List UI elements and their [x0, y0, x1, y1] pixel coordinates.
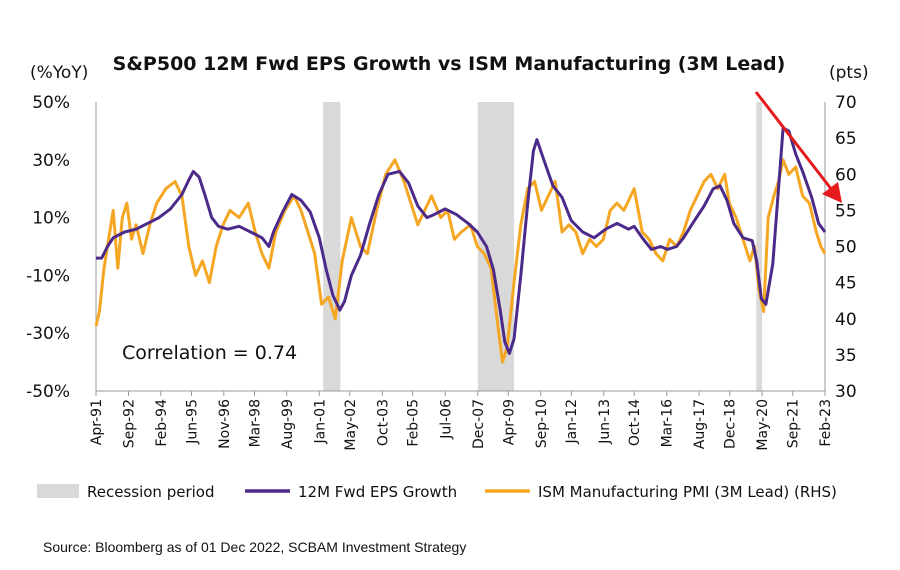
- left-tick-label: -10%: [26, 266, 70, 286]
- legend: Recession period 12M Fwd EPS Growth ISM …: [37, 483, 837, 501]
- x-tick-label: Dec-18: [723, 399, 739, 449]
- recession-band-1: [323, 102, 341, 391]
- right-tick-label: 35: [835, 346, 857, 366]
- x-tick-label: Dec-07: [471, 399, 487, 449]
- right-tick-label: 50: [835, 238, 857, 258]
- left-tick-label: -50%: [26, 382, 70, 402]
- x-tick-label: Aug-99: [280, 399, 296, 449]
- left-tick-label: 30%: [32, 151, 70, 171]
- eps-growth-line: [96, 126, 827, 355]
- right-axis-unit: (pts): [829, 63, 869, 83]
- left-axis-ticks: 50% 30% 10% -10% -30% -50%: [26, 93, 70, 402]
- x-tick-label: Oct-14: [627, 399, 643, 446]
- right-tick-label: 55: [835, 201, 857, 221]
- left-tick-label: -30%: [26, 324, 70, 344]
- x-tick-label: May-02: [343, 399, 359, 451]
- x-tick-label: Sep-21: [786, 399, 802, 448]
- x-tick-label: Feb-05: [406, 399, 422, 447]
- x-tick-label: Feb-23: [818, 399, 834, 447]
- x-tick-label: Apr-91: [89, 399, 105, 445]
- x-tick-label: Sep-92: [122, 399, 138, 448]
- left-axis-unit: (%YoY): [30, 63, 88, 83]
- correlation-annotation: Correlation = 0.74: [122, 342, 297, 364]
- left-tick-label: 10%: [32, 209, 70, 229]
- x-tick-label: May-20: [755, 399, 771, 451]
- x-tick-label: Mar-16: [660, 399, 676, 447]
- series-lines: [94, 126, 827, 364]
- right-axis-ticks: 70 65 60 55 50 45 40 35 30: [835, 93, 857, 402]
- x-tick-label: Feb-94: [154, 399, 170, 447]
- x-tick-label: Sep-10: [534, 399, 550, 448]
- x-tick-label: Nov-96: [217, 399, 233, 449]
- legend-recession-swatch: [37, 484, 79, 498]
- x-tick-label: Jan-01: [312, 399, 328, 444]
- recession-bands: [323, 102, 763, 391]
- source-note: Source: Bloomberg as of 01 Dec 2022, SCB…: [43, 539, 466, 555]
- legend-recession-label: Recession period: [87, 483, 215, 501]
- x-tick-label: Apr-09: [501, 399, 517, 445]
- chart-title: S&P500 12M Fwd EPS Growth vs ISM Manufac…: [113, 53, 786, 75]
- x-axis-ticks: Apr-91 Sep-92 Feb-94 Jun-95 Nov-96 Mar-98 Aug-…: [89, 391, 834, 451]
- trend-arrow-line: [754, 91, 834, 191]
- x-tick-label: Aug-17: [692, 399, 708, 449]
- x-tick-label: Oct-03: [375, 399, 391, 446]
- legend-ism-label: ISM Manufacturing PMI (3M Lead) (RHS): [538, 483, 837, 501]
- right-tick-label: 65: [835, 129, 857, 149]
- x-tick-label: Mar-98: [247, 399, 263, 447]
- right-tick-label: 45: [835, 274, 857, 294]
- recession-band-3: [756, 102, 763, 391]
- x-tick-label: Jun-13: [597, 399, 613, 445]
- x-tick-label: Jun-95: [185, 399, 201, 445]
- left-tick-label: 50%: [32, 93, 70, 113]
- x-tick-label: Jul-06: [438, 399, 454, 440]
- right-tick-label: 70: [835, 93, 857, 113]
- x-tick-label: Jan-12: [564, 399, 580, 444]
- ism-pmi-line: [94, 158, 827, 364]
- trend-arrow-head: [822, 182, 842, 203]
- right-tick-label: 40: [835, 310, 857, 330]
- right-tick-label: 60: [835, 165, 857, 185]
- legend-eps-label: 12M Fwd EPS Growth: [298, 483, 457, 501]
- right-tick-label: 30: [835, 382, 857, 402]
